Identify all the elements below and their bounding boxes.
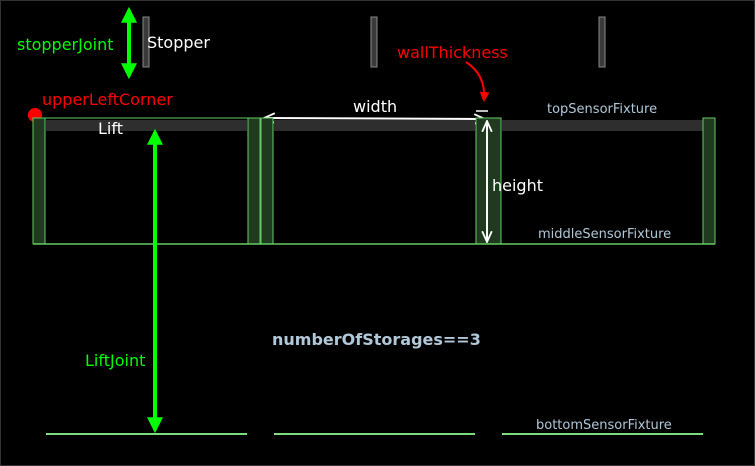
- stopper-joint-label: stopperJoint: [17, 35, 114, 54]
- lift-right-wall: [247, 117, 261, 245]
- wall-thickness-arrow: [465, 61, 490, 102]
- top-sensor-fixture-label: topSensorFixture: [547, 102, 657, 117]
- height-label: height: [492, 176, 543, 195]
- storage-wall-3: [702, 117, 716, 245]
- stopper-1: [142, 16, 150, 68]
- stopper-label: Stopper: [147, 33, 210, 52]
- top-sensor-bar-3: [502, 120, 703, 131]
- stopper-3: [598, 16, 606, 68]
- upper-left-corner-label: upperLeftCorner: [42, 90, 173, 109]
- top-sensor-bar-1: [46, 120, 247, 131]
- bottom-sensor-fixture-label: bottomSensorFixture: [536, 418, 672, 433]
- number-of-storages-label: numberOfStorages==3: [272, 330, 481, 349]
- middle-sensor-fixture-label: middleSensorFixture: [538, 227, 671, 242]
- top-sensor-bar-2: [274, 120, 475, 131]
- lift-label: Lift: [98, 119, 123, 138]
- storage-wall-1: [260, 117, 274, 245]
- width-arrow: [264, 118, 485, 119]
- wall-thickness-label: wallThickness: [397, 43, 508, 62]
- lift-left-wall: [32, 117, 46, 245]
- width-label: width: [353, 97, 397, 116]
- lift-body: [32, 117, 262, 245]
- stopper-2: [370, 16, 378, 68]
- lift-joint-label: LiftJoint: [85, 351, 145, 370]
